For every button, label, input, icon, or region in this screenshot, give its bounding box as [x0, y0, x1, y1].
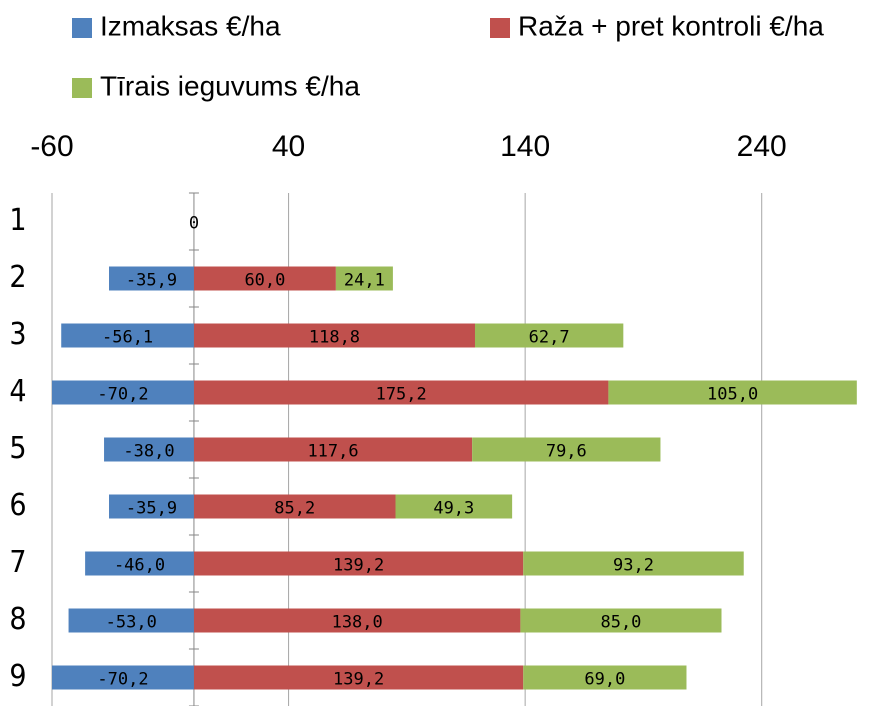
- data-label: 117,6: [307, 442, 358, 462]
- data-label: 118,8: [309, 328, 360, 348]
- bar: [109, 266, 194, 291]
- data-label: 139,2: [333, 670, 384, 690]
- y-tick-label: 4: [9, 374, 26, 409]
- bar: [472, 437, 661, 462]
- data-label: -70,2: [97, 670, 148, 690]
- x-tick-label: 240: [737, 130, 787, 163]
- data-label: 139,2: [333, 556, 384, 576]
- bar: [474, 323, 624, 348]
- data-label: -46,0: [114, 556, 165, 576]
- bars: [52, 266, 857, 690]
- legend-label: Raža + pret kontroli €/ha: [518, 10, 824, 41]
- data-label: -35,9: [126, 499, 177, 519]
- data-label: -70,2: [97, 385, 148, 405]
- y-tick-label: 3: [9, 317, 26, 352]
- bar: [608, 380, 857, 405]
- bar: [193, 266, 336, 291]
- data-label: 62,7: [529, 328, 570, 348]
- data-label: 60,0: [244, 271, 285, 291]
- data-label: 105,0: [707, 385, 758, 405]
- data-label: -53,0: [106, 613, 157, 633]
- data-label: 138,0: [332, 613, 383, 633]
- data-label: 69,0: [584, 670, 625, 690]
- data-label: -35,9: [126, 271, 177, 291]
- data-label: 85,2: [274, 499, 315, 519]
- bar: [193, 494, 396, 519]
- y-tick-label: 5: [9, 431, 26, 466]
- data-label: 93,2: [613, 556, 654, 576]
- y-tick-label: 7: [9, 545, 26, 580]
- bar: [523, 665, 687, 690]
- data-label: -38,0: [123, 442, 174, 462]
- x-tick-label: 40: [272, 130, 305, 163]
- data-label: 49,3: [433, 499, 474, 519]
- legend-swatch: [72, 18, 92, 38]
- bar: [520, 608, 722, 633]
- data-label: 79,6: [546, 442, 587, 462]
- bar: [335, 266, 393, 291]
- bar: [193, 323, 475, 348]
- y-tick-label: 2: [9, 260, 26, 295]
- legend-swatch: [72, 78, 92, 98]
- legend-swatch: [490, 18, 510, 38]
- labels: 0 -35,9 60,0 24,1 -56,1 118,8 62,7 -70,2 175,2 10…: [97, 214, 758, 690]
- y-tick-label: 1: [9, 203, 26, 238]
- y-tick-label: 8: [9, 602, 26, 637]
- bar: [109, 494, 194, 519]
- bar: [193, 665, 524, 690]
- legend-label: Izmaksas €/ha: [100, 10, 281, 41]
- bar: [52, 665, 194, 690]
- x-tick-label: -60: [30, 130, 73, 163]
- bar: [52, 380, 194, 405]
- bar: [395, 494, 513, 519]
- data-label: -56,1: [102, 328, 153, 348]
- bar: [85, 551, 194, 576]
- y-tick-label: 9: [9, 659, 26, 694]
- bar: [193, 551, 524, 576]
- data-label: 85,0: [600, 613, 641, 633]
- bar: [68, 608, 194, 633]
- bar: [61, 323, 194, 348]
- bar: [193, 380, 609, 405]
- bar: [523, 551, 744, 576]
- bar: [193, 437, 473, 462]
- legend-label: Tīrais ieguvums €/ha: [100, 70, 360, 101]
- bar: [193, 608, 521, 633]
- x-tick-label: 140: [500, 130, 550, 163]
- data-label: 24,1: [344, 271, 385, 291]
- bar: [104, 437, 194, 462]
- y-tick-label: 6: [9, 488, 26, 523]
- data-label: 0: [189, 214, 199, 234]
- data-label: 175,2: [376, 385, 427, 405]
